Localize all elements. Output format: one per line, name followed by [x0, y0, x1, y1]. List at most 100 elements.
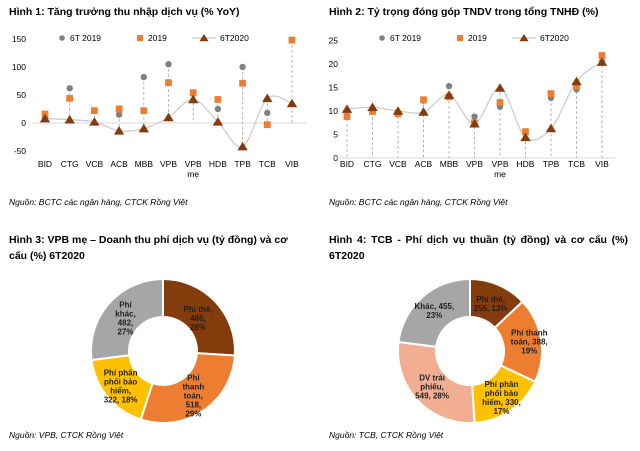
data-point-triangle	[392, 106, 404, 115]
y-axis-tick-label: 5	[333, 130, 338, 140]
x-axis-label: BID	[38, 159, 52, 169]
donut-segment	[162, 277, 236, 357]
x-axis-label: VPB	[491, 159, 508, 169]
data-point-triangle	[262, 93, 273, 103]
data-point-square	[496, 99, 504, 106]
legend-triangle-marker	[519, 34, 529, 42]
donut-segment-label: 17%	[493, 407, 509, 416]
figure-2-panel: Hình 2: Tỷ trọng đóng góp TNDV trong tổn…	[320, 0, 640, 226]
figure-2-title: Hình 2: Tỷ trọng đóng góp TNDV trong tổn…	[329, 6, 599, 18]
y-axis-tick-label: 100	[12, 62, 26, 72]
series-markers-6t2020	[39, 93, 298, 151]
y-axis-tick-label: 50	[17, 90, 27, 100]
x-axis-label: TCB	[568, 159, 585, 169]
data-point-triangle	[237, 141, 248, 151]
data-point-circle	[445, 82, 453, 90]
donut-segment-label: 19%	[521, 347, 537, 356]
data-point-square	[214, 96, 222, 103]
donut-segments	[397, 277, 543, 424]
data-point-square	[263, 121, 271, 129]
donut-segment-label: 518,	[186, 401, 202, 410]
data-point-circle	[471, 113, 478, 120]
x-axis-label: mẹ	[187, 169, 199, 179]
data-point-square	[115, 105, 123, 113]
donut-segment-label: Phí thẻ,	[476, 295, 505, 304]
donut-segment-label: Phí thanh	[511, 329, 548, 338]
y-axis-ticks: -50 0 50 100 150	[12, 34, 26, 156]
data-point-circle	[239, 63, 246, 71]
data-point-triangle	[138, 123, 149, 133]
x-axis-label: ACB	[415, 159, 433, 169]
figure-2-source: Nguồn: BCTC các ngân hàng, CTCK Rồng Việ…	[329, 197, 508, 207]
data-point-triangle	[545, 123, 557, 133]
data-point-square	[288, 36, 296, 44]
data-point-triangle	[443, 90, 455, 99]
donut-segment	[397, 277, 471, 348]
x-axis-label: MBB	[135, 159, 154, 169]
donut-segment-label: 322, 18%	[104, 396, 138, 405]
series-markers-6t-2019	[41, 61, 271, 122]
y-axis-tick-label: 25	[329, 36, 339, 46]
x-axis-label: VCB	[389, 159, 407, 169]
donut-segment-label: hiểm,	[110, 387, 131, 396]
donut-segment-label: hiểm, 330,	[482, 398, 521, 407]
data-point-square	[573, 83, 580, 90]
donut-segment-label: 27%	[117, 327, 133, 336]
y-axis-tick-label: -50	[14, 146, 27, 156]
x-axis-label: HDB	[209, 159, 227, 169]
donut-segments	[90, 277, 236, 424]
figure-3-panel: Hình 3: VPB mẹ – Doanh thu phí dịch vụ (…	[0, 228, 320, 451]
data-point-square	[66, 94, 74, 102]
series-markers-6t2020	[341, 57, 608, 142]
figure-3-title: Hình 3: VPB mẹ – Doanh thu phí dịch vụ (…	[9, 234, 288, 262]
x-axis-label: VPB	[185, 159, 202, 169]
y-axis-tick-label: 15	[329, 83, 339, 93]
data-point-square	[598, 52, 606, 59]
data-point-square	[420, 96, 427, 104]
legend-square-marker	[137, 35, 143, 41]
x-axis-label: HDB	[517, 159, 535, 169]
data-point-square	[189, 89, 197, 97]
donut-segment-label: Phí phân	[104, 369, 138, 378]
figure-4-panel: Hình 4: TCB - Phí dịch vụ thuần (tỷ đồng…	[320, 228, 640, 451]
donut-segment-label: 26%	[190, 323, 206, 332]
donut-segment-label: Khác, 455,	[415, 302, 455, 311]
legend-label: 6T 2019	[390, 33, 421, 43]
data-point-circle	[264, 109, 271, 117]
figure-1-source: Nguồn: BCTC các ngân hàng, CTCK Rồng Việ…	[9, 197, 188, 207]
data-point-circle	[115, 111, 123, 118]
legend-circle-marker	[59, 35, 65, 41]
legend-label: 2019	[148, 33, 167, 43]
series-markers-2019	[41, 36, 296, 129]
legend-circle-marker	[379, 35, 385, 41]
y-axis-tick-label: 20	[329, 59, 339, 69]
x-axis-label: CTG	[61, 159, 79, 169]
data-point-triangle	[494, 83, 506, 92]
x-axis-label: MBB	[440, 159, 459, 169]
donut-segment-label: khác,	[115, 309, 135, 318]
legend-label: 2019	[468, 33, 487, 43]
x-axis-label: CTG	[364, 159, 382, 169]
x-axis-label: VIB	[285, 159, 299, 169]
data-point-triangle	[596, 57, 608, 66]
donut-segment	[139, 352, 236, 424]
donut-segment-label: DV trái	[419, 374, 445, 383]
donut-segment-label: toán,	[184, 392, 203, 401]
data-point-triangle	[469, 118, 480, 128]
donut-segment-label: 482,	[118, 318, 134, 327]
data-point-triangle	[367, 102, 378, 112]
data-point-circle	[140, 73, 147, 81]
figure-3-source: Nguồn: VPB, CTCK Rồng Việt	[9, 430, 124, 440]
data-point-square	[343, 113, 351, 121]
donut-segment	[397, 340, 476, 424]
donut-segment-label: 23%	[426, 311, 442, 320]
donut-segment-label: Phí phân	[485, 380, 519, 389]
x-axis-label: ACB	[110, 159, 128, 169]
legend-triangle-marker	[199, 34, 209, 42]
donut-segment-label: phối bảo	[485, 389, 518, 398]
donut-segment-label: 255, 13%	[474, 304, 508, 313]
data-point-square	[239, 79, 246, 87]
